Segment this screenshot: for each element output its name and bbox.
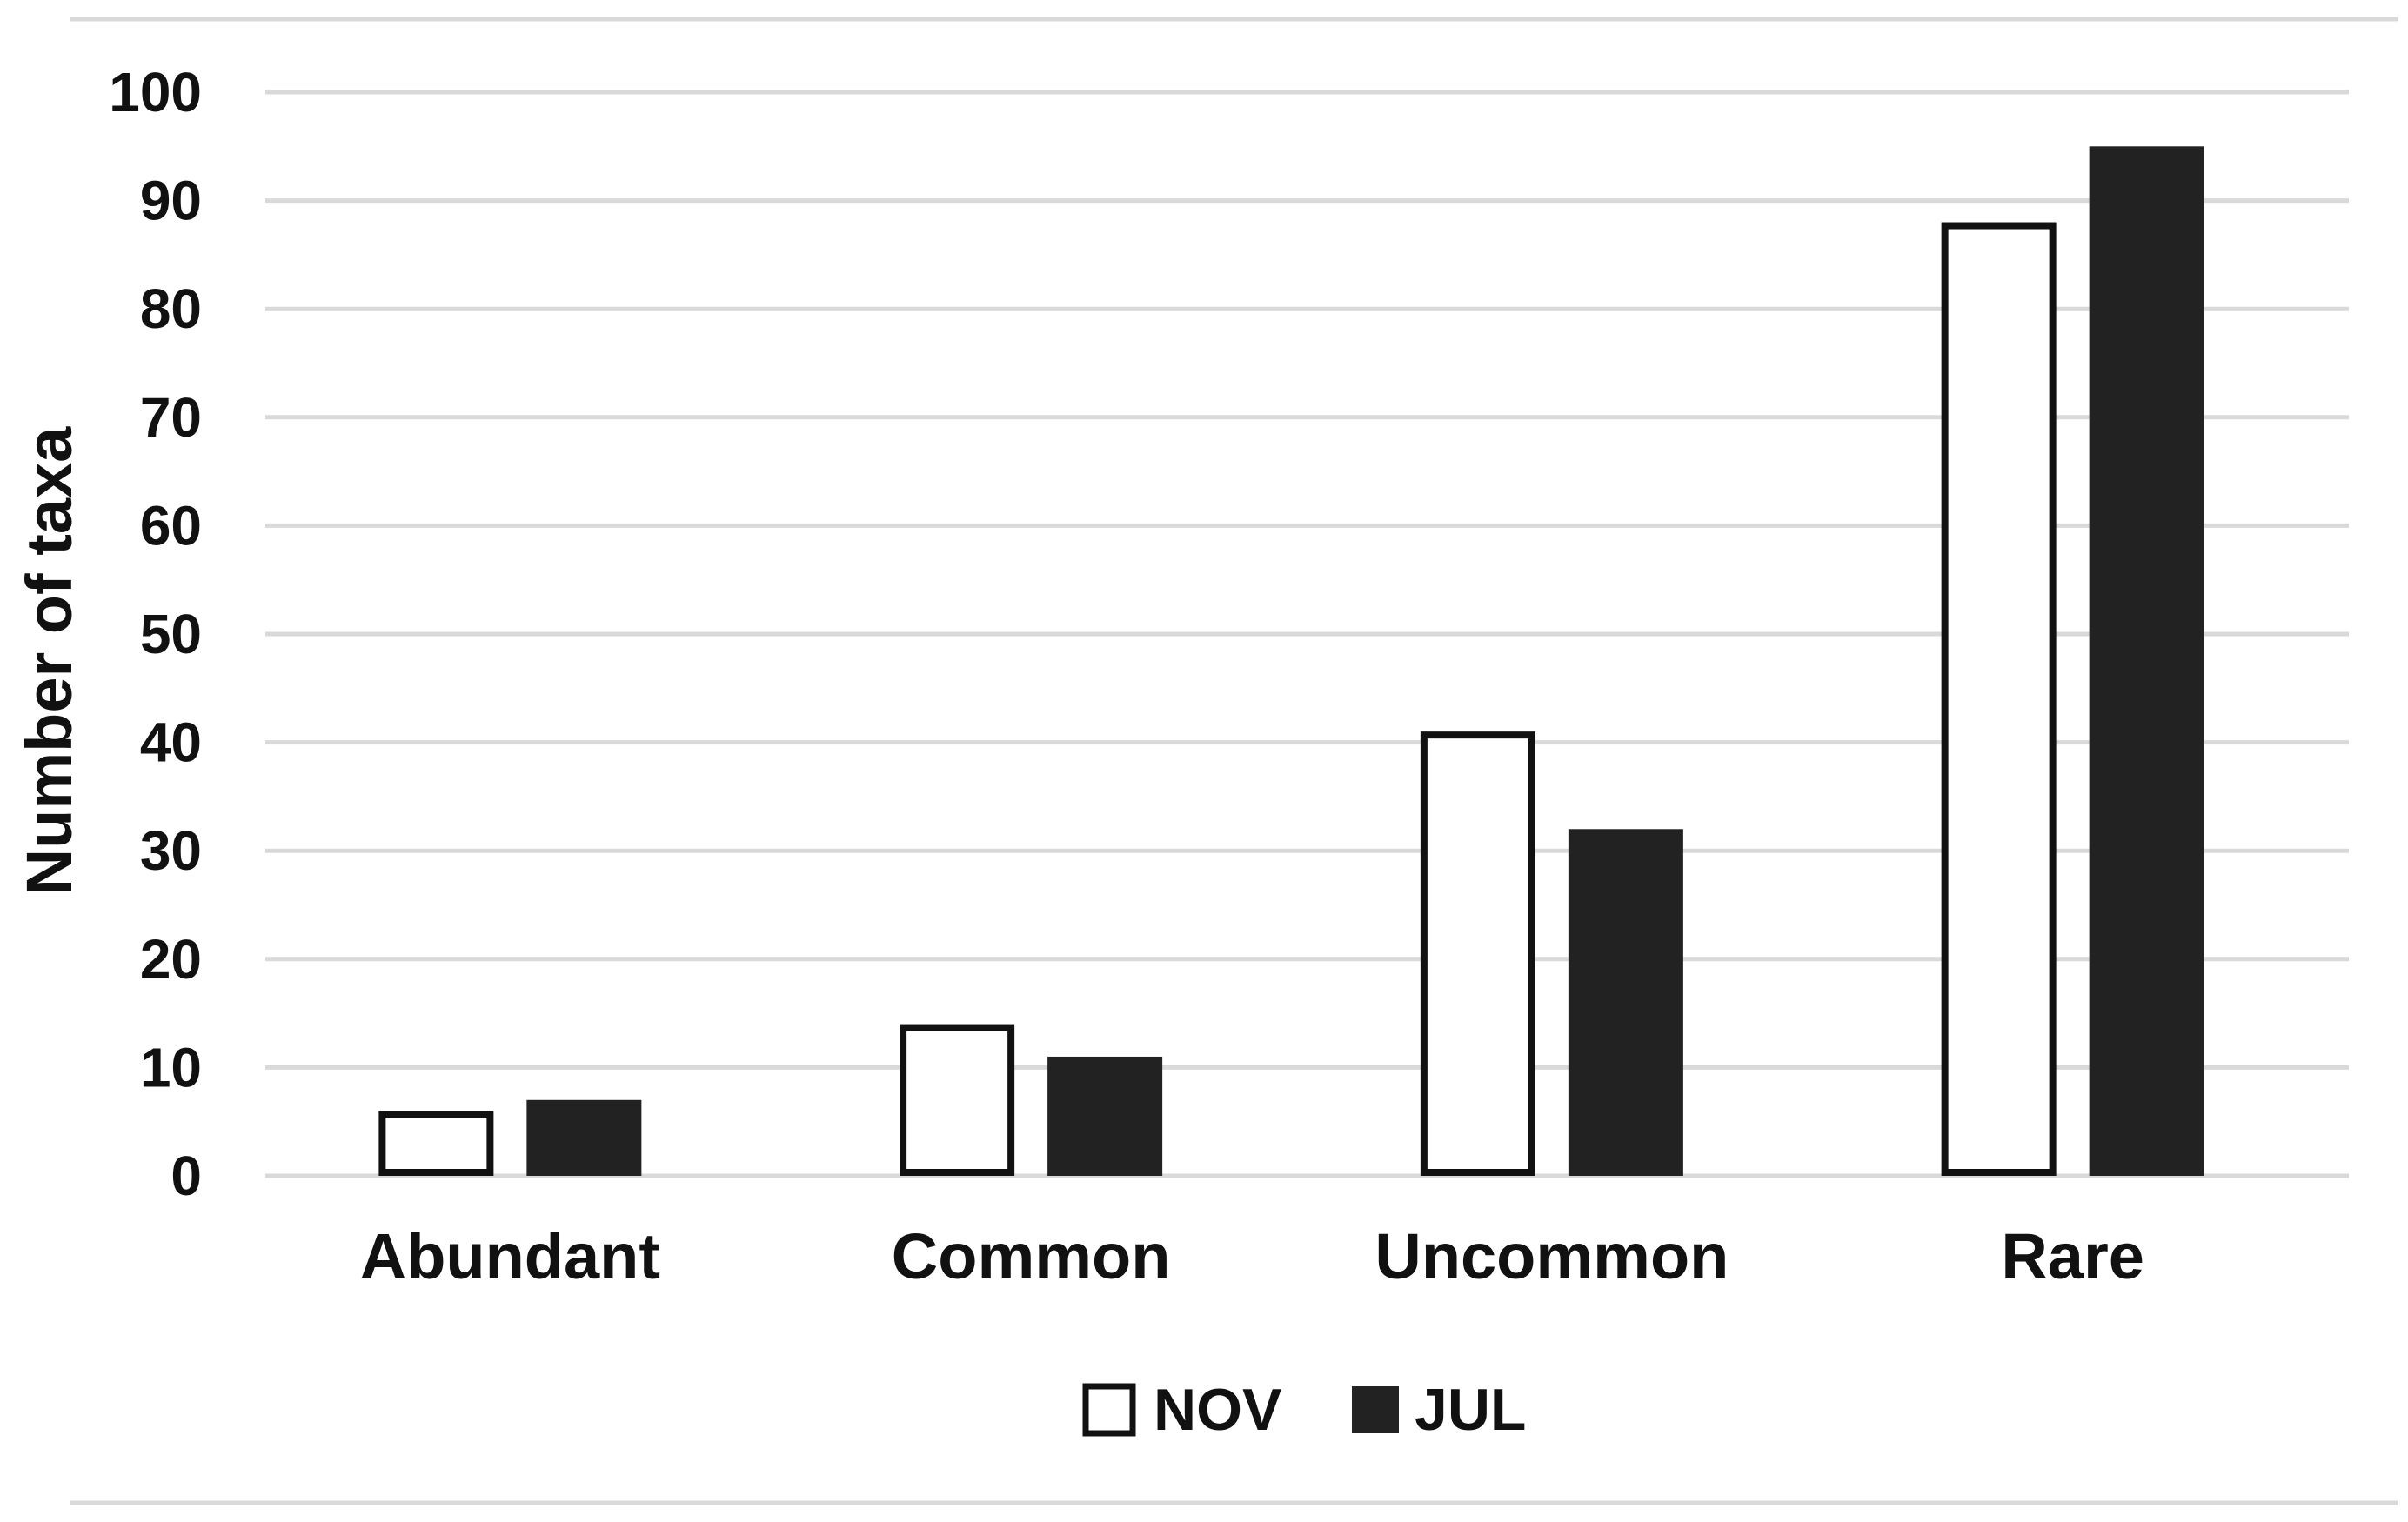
y-tick-label: 100 (109, 61, 202, 123)
bars (378, 146, 2204, 1177)
y-tick-labels: 0 10 20 30 40 50 60 70 80 90 100 (109, 61, 202, 1207)
bar-jul-rare (2089, 146, 2204, 1176)
category-label-abundant: Abundant (360, 1220, 660, 1292)
y-tick-label: 10 (140, 1036, 202, 1098)
y-tick-label: 80 (140, 277, 202, 340)
category-label-rare: Rare (2001, 1220, 2144, 1292)
bar-nov-uncommon (1420, 731, 1535, 1176)
legend-swatch-nov (1082, 1383, 1136, 1437)
y-tick-label: 20 (140, 928, 202, 991)
legend-swatch-jul (1352, 1386, 1399, 1433)
category-label-common: Common (892, 1220, 1171, 1292)
category-label-uncommon: Uncommon (1375, 1220, 1729, 1292)
bar-jul-common (1047, 1056, 1163, 1176)
legend-label-jul: JUL (1415, 1377, 1526, 1443)
bar-jul-abundant (526, 1099, 642, 1176)
category-labels: Abundant Common Uncommon Rare (360, 1220, 2144, 1292)
y-tick-label: 90 (140, 170, 202, 232)
bar-jul-uncommon (1568, 829, 1683, 1176)
bar-nov-abundant (378, 1111, 494, 1176)
bar-nov-common (900, 1024, 1015, 1177)
y-tick-label: 0 (171, 1145, 202, 1207)
bar-nov-rare (1941, 222, 2057, 1176)
legend: NOV JUL (1082, 1377, 1526, 1443)
y-tick-label: 50 (140, 603, 202, 665)
legend-label-nov: NOV (1154, 1377, 1281, 1443)
y-axis-title: Number of taxa (13, 426, 85, 896)
y-tick-label: 40 (140, 711, 202, 774)
y-tick-label: 70 (140, 386, 202, 449)
y-tick-label: 60 (140, 494, 202, 557)
y-tick-label: 30 (140, 819, 202, 882)
